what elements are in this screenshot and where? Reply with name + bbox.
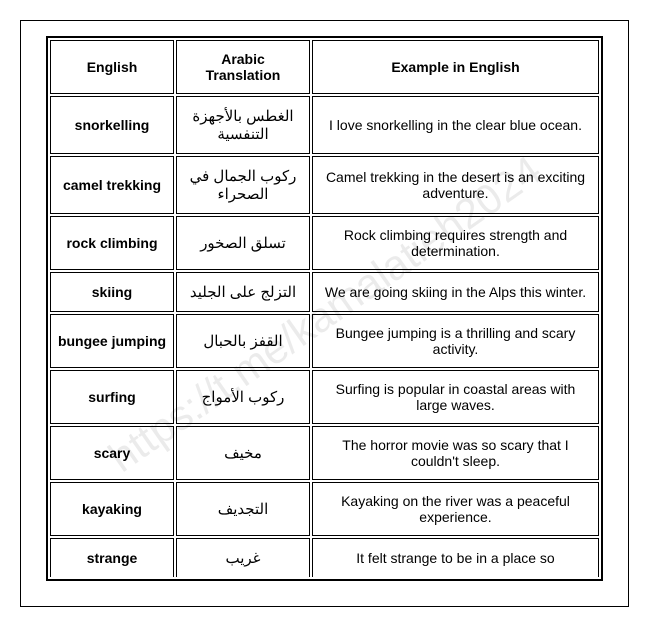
table-row: strange غريب It felt strange to be in a … xyxy=(50,538,599,577)
cell-english: scary xyxy=(50,426,174,480)
cell-arabic: تسلق الصخور xyxy=(176,216,310,270)
cell-example: I love snorkelling in the clear blue oce… xyxy=(312,96,599,154)
cell-example: It felt strange to be in a place so xyxy=(312,538,599,577)
cell-english: strange xyxy=(50,538,174,577)
cell-arabic: ركوب الجمال في الصحراء xyxy=(176,156,310,214)
cell-example: We are going skiing in the Alps this win… xyxy=(312,272,599,312)
cell-arabic: التزلج على الجليد xyxy=(176,272,310,312)
table-row: camel trekking ركوب الجمال في الصحراء Ca… xyxy=(50,156,599,214)
header-english: English xyxy=(50,40,174,94)
cell-english: snorkelling xyxy=(50,96,174,154)
table-row: surfing ركوب الأمواج Surfing is popular … xyxy=(50,370,599,424)
cell-arabic: مخيف xyxy=(176,426,310,480)
cell-english: surfing xyxy=(50,370,174,424)
table-row: bungee jumping القفز بالحبال Bungee jump… xyxy=(50,314,599,368)
cell-arabic: غريب xyxy=(176,538,310,577)
table-row: kayaking التجديف Kayaking on the river w… xyxy=(50,482,599,536)
cell-english: bungee jumping xyxy=(50,314,174,368)
table-row: scary مخيف The horror movie was so scary… xyxy=(50,426,599,480)
vocab-table: English Arabic Translation Example in En… xyxy=(46,36,603,581)
cell-english: rock climbing xyxy=(50,216,174,270)
cell-example: Surfing is popular in coastal areas with… xyxy=(312,370,599,424)
table-header-row: English Arabic Translation Example in En… xyxy=(50,40,599,94)
table-row: rock climbing تسلق الصخور Rock climbing … xyxy=(50,216,599,270)
cell-example: Rock climbing requires strength and dete… xyxy=(312,216,599,270)
cell-example: The horror movie was so scary that I cou… xyxy=(312,426,599,480)
header-example: Example in English xyxy=(312,40,599,94)
table-body: snorkelling الغطس بالأجهزة التنفسية I lo… xyxy=(50,96,599,577)
table-row: snorkelling الغطس بالأجهزة التنفسية I lo… xyxy=(50,96,599,154)
cell-arabic: التجديف xyxy=(176,482,310,536)
table-row: skiing التزلج على الجليد We are going sk… xyxy=(50,272,599,312)
cell-english: skiing xyxy=(50,272,174,312)
header-arabic: Arabic Translation xyxy=(176,40,310,94)
cell-arabic: الغطس بالأجهزة التنفسية xyxy=(176,96,310,154)
cell-arabic: ركوب الأمواج xyxy=(176,370,310,424)
cell-arabic: القفز بالحبال xyxy=(176,314,310,368)
cell-example: Kayaking on the river was a peaceful exp… xyxy=(312,482,599,536)
cell-example: Camel trekking in the desert is an excit… xyxy=(312,156,599,214)
cell-english: kayaking xyxy=(50,482,174,536)
cell-example: Bungee jumping is a thrilling and scary … xyxy=(312,314,599,368)
table-container: English Arabic Translation Example in En… xyxy=(46,36,603,606)
cell-english: camel trekking xyxy=(50,156,174,214)
page-frame: https://t.me/kamalatieh2024 English Arab… xyxy=(20,20,629,607)
